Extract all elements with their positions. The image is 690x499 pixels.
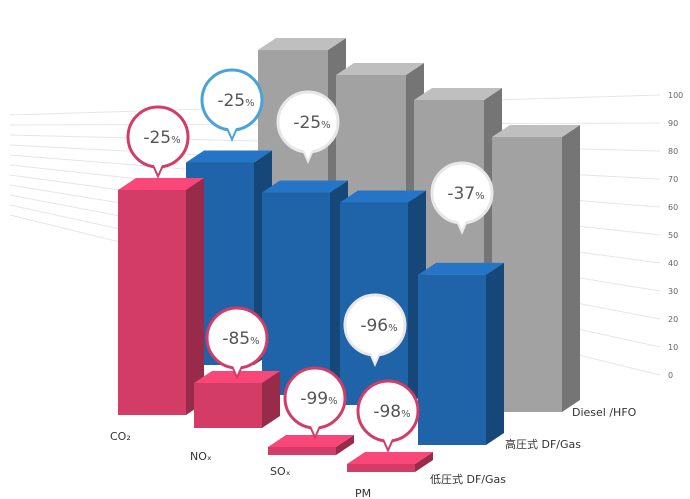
y-tick-label: 90 bbox=[668, 119, 678, 128]
bar-side-face bbox=[186, 178, 204, 415]
bubble-unit: % bbox=[171, 135, 181, 146]
reduction-bubble: -37% bbox=[430, 161, 494, 235]
y-tick-label: 50 bbox=[668, 231, 678, 240]
bar-front-face bbox=[194, 383, 262, 428]
series-label: 高圧式 DF/Gas bbox=[505, 437, 581, 451]
bubble-unit: % bbox=[245, 98, 255, 109]
bar-front-face bbox=[347, 464, 415, 472]
bar-low-pressure bbox=[268, 435, 354, 455]
bar-top-face bbox=[418, 262, 504, 275]
bar-side-face bbox=[262, 371, 280, 428]
bar-side-face bbox=[562, 125, 580, 412]
y-tick-label: 100 bbox=[668, 91, 683, 100]
bar-top-face bbox=[347, 452, 433, 464]
bar-side-face bbox=[486, 262, 504, 445]
series-label: Diesel /HFO bbox=[572, 406, 637, 419]
bubble-unit: % bbox=[328, 396, 338, 407]
bar-front-face bbox=[418, 274, 486, 445]
y-tick-label: 10 bbox=[668, 343, 678, 352]
bar-top-face bbox=[268, 435, 354, 447]
bar-top-face bbox=[414, 88, 502, 100]
series-label: 低圧式 DF/Gas bbox=[430, 473, 506, 486]
bubble-tail-inner bbox=[304, 150, 312, 159]
bubble-unit: % bbox=[321, 120, 331, 131]
bar-diesel bbox=[492, 125, 580, 412]
bar-side-face bbox=[415, 452, 433, 472]
bubble-tail-inner bbox=[311, 426, 319, 435]
bar-front-face bbox=[262, 192, 330, 395]
category-label: NOₓ bbox=[190, 450, 212, 463]
bar-top-face bbox=[186, 150, 272, 163]
bubble-tail-inner bbox=[371, 353, 379, 362]
y-tick-label: 30 bbox=[668, 287, 678, 296]
bar-high-pressure bbox=[418, 262, 504, 445]
bar-low-pressure bbox=[347, 452, 433, 472]
bubble-unit: % bbox=[388, 323, 398, 334]
category-label: SOₓ bbox=[270, 465, 291, 478]
bubble-tail-inner bbox=[154, 165, 162, 174]
bar-top-face bbox=[258, 38, 346, 50]
reduction-bubble: -25% bbox=[276, 90, 340, 164]
bar-top-face bbox=[262, 180, 348, 193]
reduction-bubble: -25% bbox=[200, 68, 264, 142]
category-label: PM bbox=[355, 487, 371, 499]
y-tick-label: 60 bbox=[668, 203, 678, 212]
bubble-tail-inner bbox=[384, 439, 392, 448]
y-tick-label: 40 bbox=[668, 259, 678, 268]
bubble-unit: % bbox=[401, 409, 411, 420]
bar-front-face bbox=[118, 190, 186, 415]
y-tick-label: 0 bbox=[668, 371, 673, 380]
y-tick-label: 80 bbox=[668, 147, 678, 156]
reduction-bubble: -25% bbox=[126, 105, 190, 179]
y-tick-label: 70 bbox=[668, 175, 678, 184]
bar-top-face bbox=[340, 190, 426, 203]
bubble-unit: % bbox=[475, 191, 485, 202]
reduction-bubble: -98% bbox=[356, 379, 420, 453]
bar-top-face bbox=[492, 125, 580, 137]
bar-low-pressure bbox=[118, 178, 204, 415]
bar-front-face bbox=[268, 447, 336, 455]
reduction-bubble: -85% bbox=[205, 306, 269, 380]
reduction-bubble: -96% bbox=[343, 293, 407, 367]
bubble-tail-inner bbox=[228, 128, 236, 137]
bubble-tail-inner bbox=[458, 221, 466, 230]
bar-high-pressure bbox=[262, 180, 348, 395]
bar-side-face bbox=[336, 435, 354, 455]
bar-top-face bbox=[118, 178, 204, 190]
bubble-unit: % bbox=[250, 336, 260, 347]
bubble-tail-inner bbox=[233, 366, 241, 375]
y-tick-label: 20 bbox=[668, 315, 678, 324]
reduction-bubble: -99% bbox=[283, 366, 347, 440]
category-label: CO₂ bbox=[110, 430, 131, 443]
bar-top-face bbox=[336, 63, 424, 75]
